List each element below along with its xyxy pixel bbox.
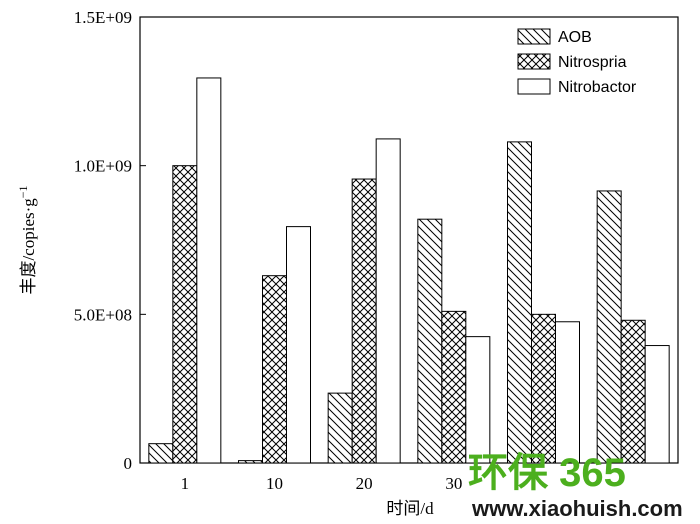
y-axis: 0 5.0E+08 1.0E+09 1.5E+09 xyxy=(74,8,146,473)
bar-nitrobactor-40 xyxy=(555,321,580,464)
x-tick-label: 30 xyxy=(445,474,462,493)
bar-aob-40 xyxy=(507,141,532,464)
bar-nitrobactor-20 xyxy=(375,138,401,464)
watermark: 环保 365 www.xiaohuish.com xyxy=(468,451,683,521)
x-axis-title: 时间/d xyxy=(386,499,434,518)
plot-frame xyxy=(139,16,679,464)
legend-label-nitrobactor: Nitrobactor xyxy=(558,79,637,96)
watermark-brand: 环保 365 xyxy=(468,451,626,495)
x-axis: 1 10 20 30 xyxy=(181,474,463,493)
x-tick-label: 1 xyxy=(181,474,190,493)
bars-group xyxy=(148,77,670,464)
legend-label-nitrospria: Nitrospria xyxy=(558,54,627,71)
legend-swatch-nitrobactor xyxy=(517,78,551,95)
bar-nitrospria-20 xyxy=(351,178,377,464)
y-tick-label: 0 xyxy=(124,454,133,473)
legend-swatch-aob xyxy=(517,28,551,45)
y-tick-label: 5.0E+08 xyxy=(74,305,132,324)
y-axis-title: 丰度/copies·g−1 xyxy=(16,185,38,294)
legend-swatch-nitrospria xyxy=(517,53,551,70)
bar-nitrobactor-1 xyxy=(196,77,222,464)
y-tick-label: 1.5E+09 xyxy=(74,8,132,27)
y-tick-label: 1.0E+09 xyxy=(74,157,132,176)
bar-nitrobactor-50 xyxy=(644,345,670,464)
x-tick-label: 20 xyxy=(356,474,373,493)
bar-nitrospria-50 xyxy=(620,319,646,464)
bar-nitrobactor-30 xyxy=(465,336,491,464)
legend: AOB Nitrospria Nitrobactor xyxy=(517,28,637,96)
bar-aob-50 xyxy=(596,190,622,464)
bar-nitrospria-10 xyxy=(262,275,287,464)
bar-nitrospria-40 xyxy=(531,313,556,464)
bar-nitrobactor-10 xyxy=(286,226,311,464)
bar-aob-10 xyxy=(238,460,263,464)
legend-label-aob: AOB xyxy=(558,29,592,46)
x-tick-label: 10 xyxy=(266,474,283,493)
bar-aob-20 xyxy=(327,392,353,464)
watermark-url: www.xiaohuish.com xyxy=(471,496,683,521)
bar-nitrospria-30 xyxy=(441,310,467,464)
bar-aob-1 xyxy=(148,443,174,464)
bar-nitrospria-1 xyxy=(172,165,198,464)
bar-aob-30 xyxy=(417,218,443,464)
